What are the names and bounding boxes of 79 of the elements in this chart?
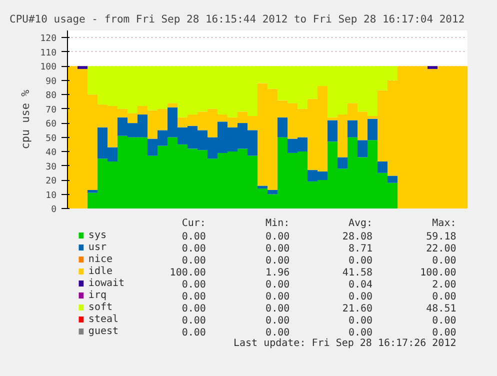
text: 0.00 — [182, 292, 206, 302]
text: 0.00 — [266, 304, 290, 314]
y-tick-label: 70 — [46, 105, 57, 116]
y-tick-label: 100 — [40, 62, 57, 73]
legend-label: iowait — [88, 278, 125, 289]
text: 1.96 — [266, 268, 290, 278]
legend-label: guest — [88, 326, 119, 337]
bar — [428, 66, 438, 69]
bar — [268, 190, 278, 194]
legend-label: nice — [88, 254, 113, 265]
text: 28.08 — [342, 232, 373, 242]
text: 8.71 — [348, 244, 373, 254]
y-tick-label: 90 — [46, 76, 57, 87]
text: 0.00 — [348, 292, 373, 302]
bar — [358, 140, 368, 158]
y-tick-label: 60 — [46, 120, 57, 130]
bar — [278, 117, 288, 138]
text: 0.00 — [348, 328, 373, 338]
bar — [78, 66, 88, 69]
y-tick-label: 110 — [40, 48, 57, 58]
text: 0.00 — [266, 280, 290, 290]
bar — [168, 103, 178, 108]
text: 0.00 — [182, 256, 206, 266]
y-tick-label: 30 — [46, 162, 57, 172]
text: 0.00 — [348, 316, 373, 326]
text: 48.51 — [426, 304, 456, 314]
chart-title: CPU#10 usage - from Fri Sep 28 16:15:44 2012 to Fri Sep 28 16:17:04 2012 — [10, 14, 465, 26]
text: 0.00 — [182, 244, 206, 254]
text: 0.00 — [182, 304, 206, 314]
bar — [368, 118, 378, 140]
text: Max: — [432, 218, 456, 229]
text: Avg: — [348, 218, 373, 229]
bar — [338, 157, 348, 169]
text: 0.00 — [432, 316, 456, 326]
text: 0.00 — [266, 292, 290, 302]
bar — [378, 162, 388, 173]
text: 0.00 — [432, 292, 456, 302]
legend-label: soft — [88, 302, 113, 313]
y-tick-label: 10 — [46, 190, 57, 201]
text: 100.00 — [420, 268, 456, 278]
text: 0.00 — [266, 244, 290, 254]
legend-label: irq — [88, 290, 106, 301]
text: 0.00 — [182, 316, 206, 326]
bar — [258, 186, 268, 189]
bar — [388, 176, 398, 183]
y-tick-label: 0 — [51, 205, 57, 215]
text: 2.00 — [432, 280, 456, 290]
y-tick-label: 80 — [46, 91, 57, 102]
y-tick-label: 40 — [46, 148, 57, 158]
text: 0.00 — [432, 328, 456, 338]
text: 41.58 — [342, 268, 373, 278]
text: Cur: — [182, 218, 206, 229]
y-tick-label: 20 — [46, 176, 57, 187]
text: 100.00 — [170, 268, 206, 278]
legend-label: idle — [88, 266, 113, 277]
text: 0.00 — [432, 256, 456, 266]
y-axis-title: cpu use % — [19, 89, 32, 150]
text: 0.04 — [348, 280, 373, 290]
text: 22.00 — [426, 244, 456, 254]
bar — [348, 120, 358, 138]
text: Min: — [266, 218, 290, 229]
legend-label: usr — [88, 242, 106, 253]
text: 0.00 — [266, 316, 290, 326]
bar — [328, 120, 338, 142]
bar — [88, 190, 98, 193]
text: 0.00 — [266, 256, 290, 266]
text: 0.00 — [266, 232, 290, 242]
legend-label: steal — [88, 314, 119, 325]
text: 0.00 — [348, 256, 373, 266]
text: Last update: Fri Sep 28 16:17:26 2012 — [233, 338, 456, 349]
legend-label: sys — [88, 230, 106, 241]
text: 0.00 — [266, 328, 290, 338]
text: 0.00 — [182, 232, 206, 242]
text: 0.00 — [182, 280, 206, 290]
text: 21.60 — [342, 304, 373, 314]
text: 0.00 — [182, 328, 206, 338]
y-tick-label: 50 — [46, 134, 57, 144]
text: 59.18 — [426, 232, 456, 242]
y-tick-label: 120 — [40, 34, 57, 44]
